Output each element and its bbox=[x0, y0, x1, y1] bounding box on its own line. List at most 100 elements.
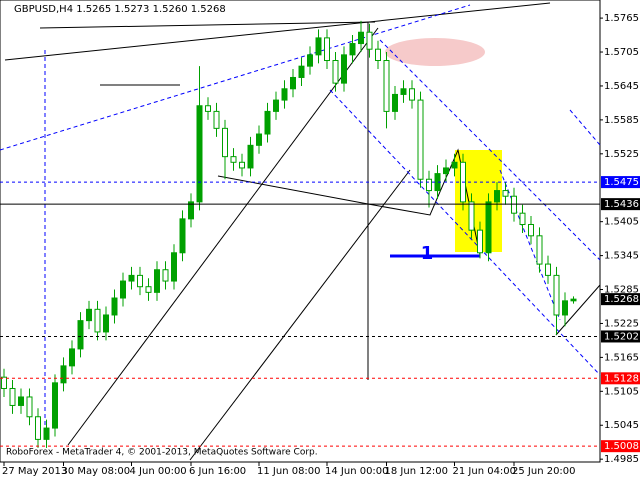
price-level-label: 1.5202 bbox=[604, 331, 639, 342]
candle-body bbox=[468, 201, 475, 231]
price-level-tag bbox=[601, 198, 640, 211]
price-level-label: 1.5268 bbox=[604, 294, 639, 305]
candle-body bbox=[239, 161, 245, 169]
candle-body bbox=[417, 99, 424, 180]
y-tick-label: 1.5705 bbox=[604, 47, 639, 58]
candle-body bbox=[18, 396, 24, 406]
price-level-tag bbox=[601, 440, 640, 453]
candle-body bbox=[281, 88, 288, 101]
candle-body bbox=[358, 31, 364, 45]
y-tick-label: 1.5765 bbox=[604, 13, 639, 24]
y-tick-label: 1.5045 bbox=[604, 420, 639, 431]
candle-body bbox=[545, 263, 551, 276]
price-level-label: 1.5008 bbox=[604, 441, 639, 452]
candle-body bbox=[502, 190, 509, 197]
candle-body bbox=[171, 252, 177, 282]
candle-body bbox=[451, 161, 458, 169]
candle-body bbox=[443, 167, 449, 175]
candle-body bbox=[69, 348, 75, 367]
x-tick-label: 4 Jun 00:00 bbox=[130, 466, 187, 477]
candle-body bbox=[1, 376, 7, 389]
candle-body bbox=[273, 99, 279, 112]
y-tick-label: 1.5105 bbox=[604, 386, 639, 397]
candle-body bbox=[409, 88, 415, 101]
candle-body bbox=[519, 212, 526, 225]
x-tick-label: 30 May 08:00 bbox=[62, 466, 131, 477]
price-level-tag bbox=[601, 372, 640, 385]
candle-body bbox=[230, 156, 237, 163]
price-level-tag bbox=[601, 293, 640, 306]
candle-body bbox=[553, 274, 560, 316]
candle-body bbox=[213, 110, 220, 129]
candle-body bbox=[536, 235, 543, 265]
candle-body bbox=[43, 427, 50, 440]
x-tick-label: 6 Jun 16:00 bbox=[189, 466, 246, 477]
x-tick-label: 18 Jun 12:00 bbox=[385, 466, 449, 477]
candle-body bbox=[256, 133, 262, 146]
candle-body bbox=[137, 274, 143, 288]
candle-body bbox=[94, 308, 101, 333]
candle-body bbox=[205, 105, 211, 112]
candle-body bbox=[485, 201, 492, 254]
y-tick-label: 1.5225 bbox=[604, 318, 639, 329]
candle-body bbox=[511, 195, 517, 214]
candle-body bbox=[366, 31, 373, 50]
y-tick-label: 1.5585 bbox=[604, 115, 639, 126]
candle-body bbox=[52, 382, 58, 429]
channel-lines bbox=[0, 4, 601, 440]
candle-body bbox=[349, 43, 356, 56]
candle-body bbox=[392, 93, 398, 112]
candle-body bbox=[290, 76, 296, 90]
price-level-label: 1.5475 bbox=[604, 177, 639, 188]
price-level-tag bbox=[601, 176, 640, 189]
candle-body bbox=[528, 223, 534, 237]
candle-body bbox=[477, 229, 483, 254]
candle-body bbox=[247, 144, 254, 169]
candle-body bbox=[375, 48, 381, 62]
candle-body bbox=[315, 37, 322, 56]
candle-body bbox=[26, 396, 33, 418]
candle-body bbox=[111, 297, 118, 316]
candle-body bbox=[60, 365, 67, 384]
candle-body bbox=[400, 88, 407, 95]
y-tick-label: 1.5405 bbox=[604, 217, 639, 228]
candle-body bbox=[383, 60, 390, 112]
x-tick-label: 11 Jun 08:00 bbox=[257, 466, 321, 477]
candle-body bbox=[332, 60, 339, 84]
chart-title: GBPUSD,H4 1.5265 1.5273 1.5260 1.5268 bbox=[14, 4, 226, 15]
candle-body bbox=[154, 269, 160, 293]
y-tick-label: 1.5165 bbox=[604, 352, 639, 363]
candle-body bbox=[120, 280, 126, 299]
y-tick-label: 1.5525 bbox=[604, 149, 639, 160]
candle-body bbox=[341, 54, 347, 84]
target-zone bbox=[385, 38, 485, 66]
candle-body bbox=[196, 105, 203, 203]
candle-body bbox=[188, 201, 194, 220]
y-tick-label: 1.5645 bbox=[604, 81, 639, 92]
candle-body bbox=[570, 298, 577, 302]
candle-body bbox=[162, 269, 169, 282]
price-level-tag bbox=[601, 330, 640, 343]
y-tick-label: 1.5285 bbox=[604, 285, 639, 296]
candle-body bbox=[103, 314, 109, 333]
candle-body bbox=[562, 300, 568, 316]
price-level-label: 1.5436 bbox=[604, 199, 639, 210]
candle-body bbox=[86, 308, 92, 322]
x-tick-label: 21 Jun 04:00 bbox=[453, 466, 517, 477]
x-tick-label: 25 Jun 20:00 bbox=[512, 466, 576, 477]
candle-body bbox=[264, 110, 271, 135]
candle-body bbox=[145, 286, 152, 293]
y-tick-label: 1.5345 bbox=[604, 251, 639, 262]
candle-body bbox=[324, 37, 330, 62]
footer: RoboForex - MetaTrader 4, © 2001-2013, M… bbox=[6, 448, 318, 458]
price-level-label: 1.5128 bbox=[604, 373, 639, 384]
x-tick-label: 14 Jun 00:00 bbox=[325, 466, 389, 477]
candle-body bbox=[179, 218, 186, 254]
x-tick-label: 27 May 2013 bbox=[2, 466, 67, 477]
candle-body bbox=[9, 387, 16, 406]
candle-body bbox=[128, 274, 135, 282]
candle-body bbox=[77, 320, 84, 350]
candle-body bbox=[298, 65, 305, 78]
